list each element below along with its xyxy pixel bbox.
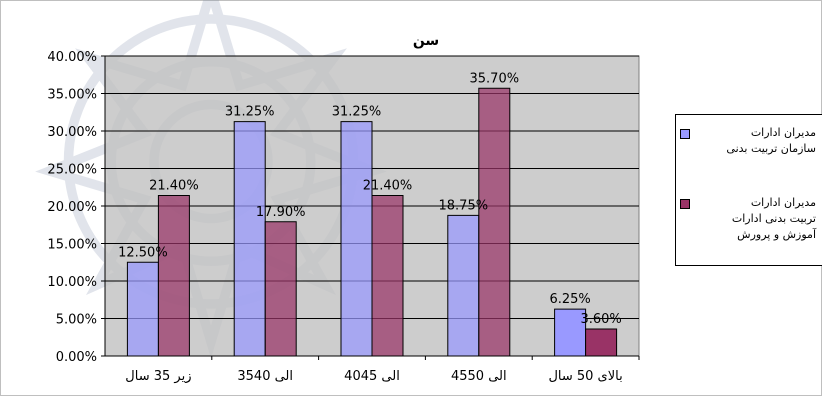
bar [126, 261, 159, 357]
y-tick-label: 25.00% [47, 163, 97, 178]
legend-label: مدیران ادارات [750, 196, 816, 209]
data-label: 12.50% [118, 245, 168, 260]
data-label: 21.40% [363, 179, 413, 194]
bar [585, 328, 618, 357]
data-labels: 12.50% 21.40% 31.25% 17.90% 31.25% 21.40% 18.7… [118, 71, 622, 327]
y-tick-label: 35.00% [47, 88, 97, 103]
x-tick-label: 40الی 45 [344, 369, 400, 384]
bar [233, 121, 266, 357]
x-axis-ticks: زیر 35 سال 35الی 40 40الی 45 45الی 50 بالای … [125, 356, 640, 384]
bar [371, 195, 404, 357]
bar [478, 87, 511, 357]
bar [340, 121, 373, 357]
data-label: 21.40% [149, 179, 199, 194]
y-tick-label: 0.00% [56, 350, 97, 365]
data-label: 17.90% [256, 205, 306, 220]
data-label: 6.25% [549, 292, 590, 307]
legend-label: مدیران ادارات [750, 126, 816, 139]
y-tick-label: 10.00% [47, 275, 97, 290]
legend-item-series-1: مدیران ادارات سازمان تربیت بدنی [676, 125, 816, 157]
x-tick-label: 45الی 50 [451, 369, 507, 384]
y-tick-label: 30.00% [47, 125, 97, 140]
data-label: 3.60% [580, 312, 621, 327]
y-tick-label: 20.00% [47, 200, 97, 215]
y-tick-label: 40.00% [47, 50, 97, 65]
bars [126, 87, 618, 357]
chart-title: سن [413, 33, 439, 49]
x-tick-label: بالای 50 سال [548, 369, 622, 384]
legend-swatch-series-2 [680, 199, 690, 209]
bar [554, 308, 587, 357]
y-tick-label: 15.00% [47, 238, 97, 253]
data-label: 31.25% [225, 105, 275, 120]
data-label: 35.70% [470, 71, 520, 86]
bar [264, 221, 297, 357]
x-tick-label: زیر 35 سال [125, 369, 191, 384]
legend: مدیران ادارات سازمان تربیت بدنی مدیران ا… [675, 114, 822, 266]
data-label: 18.75% [439, 198, 489, 213]
y-axis-ticks: 0.00% 5.00% 10.00% 15.00% 20.00% 25.00% 30.00%… [47, 50, 105, 365]
bar [447, 214, 480, 357]
legend-item-series-2: مدیران ادارات تربیت بدنی ادارات آموزش و … [676, 195, 816, 243]
legend-swatch-series-1 [680, 129, 690, 139]
data-label: 31.25% [332, 105, 382, 120]
legend-label: سازمان تربیت بدنی [726, 142, 816, 155]
bar [157, 195, 190, 357]
y-tick-label: 5.00% [56, 313, 97, 328]
legend-label: تربیت بدنی ادارات [731, 212, 816, 225]
x-tick-label: 35الی 40 [237, 369, 293, 384]
legend-label: آموزش و پرورش [737, 228, 816, 241]
